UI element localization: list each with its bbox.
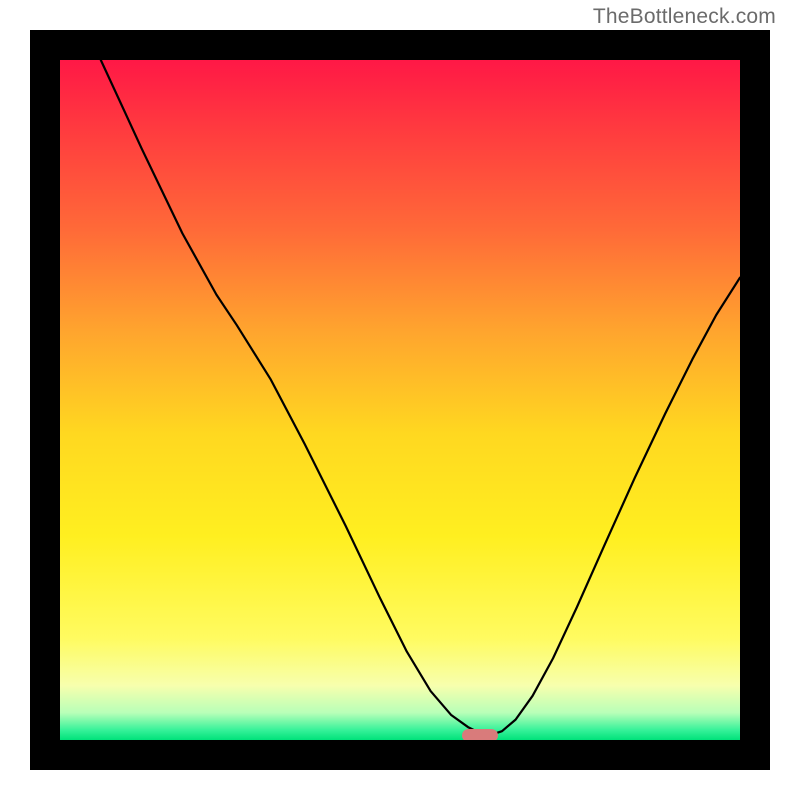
optimal-marker	[462, 729, 498, 740]
watermark-text: TheBottleneck.com	[593, 5, 776, 29]
curve-path	[101, 60, 740, 735]
canvas: TheBottleneck.com	[0, 0, 800, 800]
plot-area	[60, 60, 740, 740]
bottleneck-curve	[60, 60, 740, 740]
